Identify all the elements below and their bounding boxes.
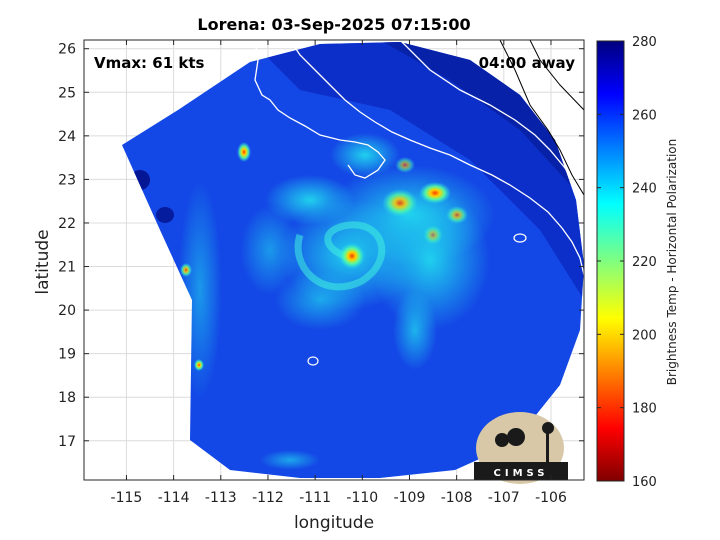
y-tick-label: 17 [58, 434, 76, 450]
y-axis-title: latitude [33, 229, 53, 294]
time-away-annotation: 04:00 away [479, 54, 576, 72]
axes-frame [83, 39, 585, 481]
colorbar [596, 40, 625, 482]
land-outline [499, 40, 584, 196]
x-tick-label: -111 [299, 490, 331, 506]
y-axis-ticks: 17 18 19 20 21 22 23 24 25 26 [58, 42, 584, 450]
x-tick-label: -109 [394, 490, 426, 506]
colorbar-tick-label: 200 [632, 328, 657, 343]
colorbar-ticks: 160 180 200 220 240 260 280 [597, 35, 657, 490]
x-tick-label: -108 [441, 490, 473, 506]
x-axis-title: longitude [294, 513, 374, 533]
colorbar-tick-label: 160 [632, 475, 657, 490]
logo-text: CIMSS [494, 468, 549, 479]
colorbar-tick-label: 180 [632, 402, 657, 417]
y-tick-label: 20 [58, 303, 76, 319]
y-tick-label: 21 [58, 260, 76, 276]
y-tick-label: 26 [58, 42, 76, 58]
y-tick-label: 18 [58, 390, 76, 406]
x-tick-label: -112 [252, 490, 284, 506]
x-tick-label: -106 [535, 490, 567, 506]
chart-title: Lorena: 03-Sep-2025 07:15:00 [197, 15, 470, 34]
coastlines [254, 40, 584, 276]
satellite-swath [122, 42, 584, 478]
y-tick-label: 23 [58, 172, 76, 188]
colorbar-tick-label: 280 [632, 35, 657, 50]
vmax-annotation: Vmax: 61 kts [94, 54, 204, 72]
y-tick-label: 19 [58, 347, 76, 363]
colorbar-tick-label: 260 [632, 108, 657, 123]
x-tick-label: -113 [205, 490, 237, 506]
x-tick-label: -110 [346, 490, 378, 506]
x-tick-label: -107 [488, 490, 520, 506]
island-east [513, 233, 527, 243]
colorbar-tick-label: 220 [632, 255, 657, 270]
y-tick-label: 25 [58, 85, 76, 101]
x-tick-label: -114 [158, 490, 190, 506]
y-tick-label: 24 [58, 129, 76, 145]
x-axis-ticks: -115 -114 -113 -112 -111 -110 -109 -108 -107 -106 [111, 40, 567, 506]
cimss-logo: CIMSS [474, 412, 568, 484]
x-tick-label: -115 [111, 490, 143, 506]
island-south [307, 356, 319, 366]
colorbar-tick-label: 240 [632, 182, 657, 197]
y-tick-label: 22 [58, 216, 76, 232]
colorbar-label: Brightness Temp - Horizontal Polarizatio… [665, 139, 679, 386]
